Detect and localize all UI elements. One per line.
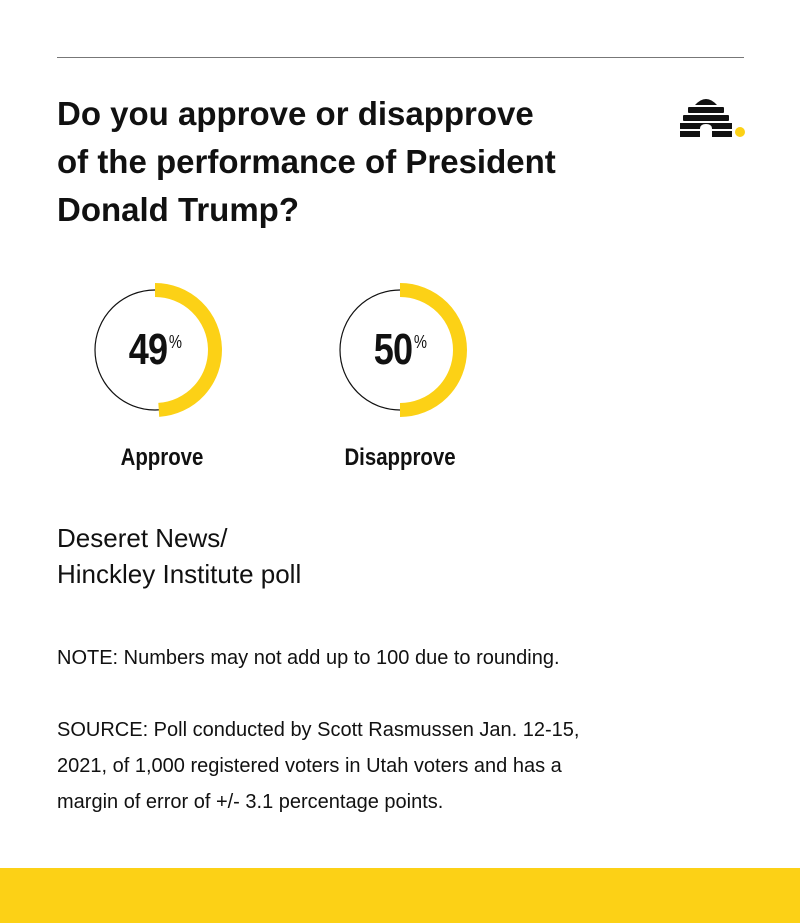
poll-source-name: Deseret News/ Hinckley Institute poll	[57, 520, 557, 592]
source-name-line: Hinckley Institute poll	[57, 559, 302, 589]
donut-approve: 49%	[90, 280, 240, 420]
donut-label-disapprove: Disapprove	[344, 444, 456, 471]
donut-label-approve: Approve	[120, 444, 204, 471]
donut-value-text: 49	[128, 325, 168, 374]
note-text: NOTE: Numbers may not add up to 100 due …	[57, 647, 560, 669]
donut-value-arc	[154, 283, 222, 417]
top-divider	[57, 57, 744, 58]
source-line: 2021, of 1,000 registered voters in Utah…	[57, 755, 562, 777]
source-line: SOURCE: Poll conducted by Scott Rasmusse…	[57, 719, 580, 741]
source-line: margin of error of +/- 3.1 percentage po…	[57, 791, 444, 813]
title-line: Donald Trump?	[57, 191, 299, 228]
donut-value-text: 50	[373, 325, 413, 374]
title-line: Do you approve or disapprove	[57, 95, 534, 132]
title-line: of the performance of President	[57, 143, 556, 180]
source-name-line: Deseret News/	[57, 523, 228, 553]
bottom-accent-bar	[0, 868, 800, 923]
donut-value-arc	[399, 283, 467, 417]
source-text: SOURCE: Poll conducted by Scott Rasmusse…	[57, 712, 757, 820]
beehive-icon	[680, 99, 745, 137]
donut-disapprove: 50%	[335, 280, 485, 420]
percent-sign: %	[413, 331, 427, 352]
percent-sign: %	[168, 331, 182, 352]
chart-title: Do you approve or disapprove of the perf…	[57, 90, 657, 234]
